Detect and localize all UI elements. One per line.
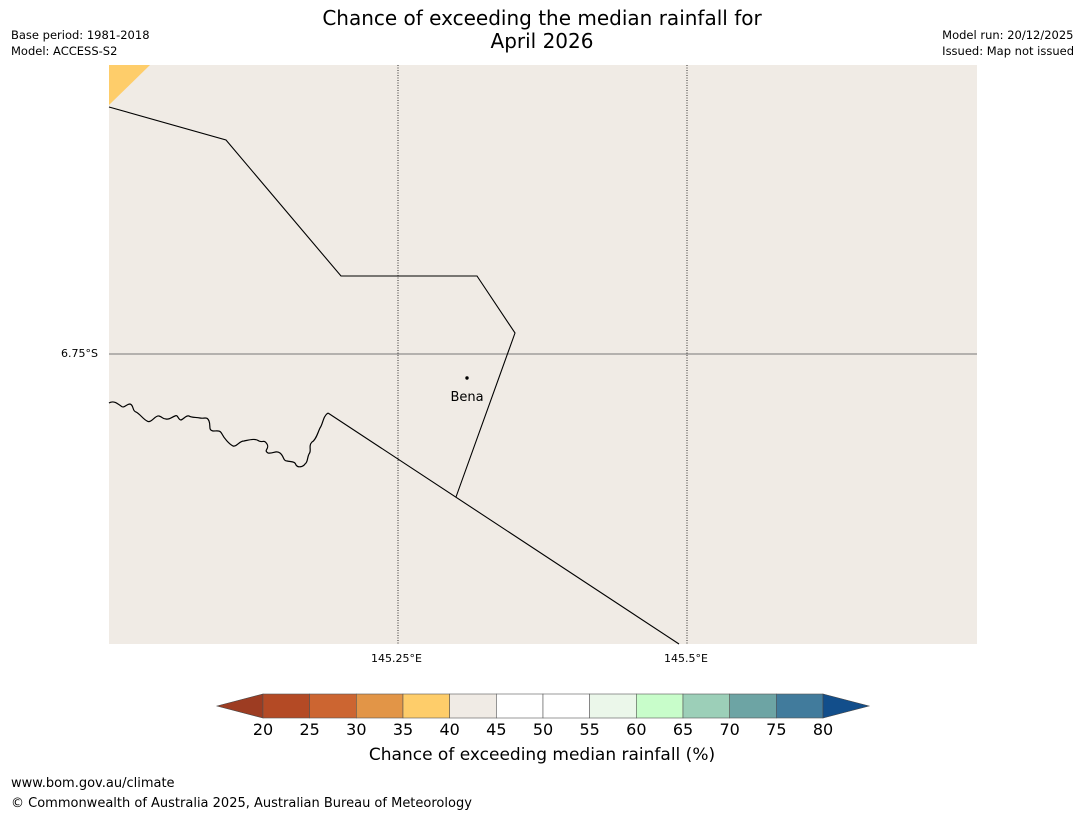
- colorbar-low-extend: [215, 693, 264, 719]
- colorbar-bin-1: [309, 693, 357, 719]
- rainfall-map: Bena: [108, 65, 977, 645]
- coastline-river: [108, 401, 329, 468]
- colorbar-bin-10: [729, 693, 777, 719]
- title-line-1: Chance of exceeding the median rainfall …: [322, 6, 762, 30]
- issued-text: Issued: Map not issued: [942, 44, 1074, 58]
- colorbar-bin-5: [496, 693, 544, 719]
- colorbar-bin-7: [589, 693, 637, 719]
- colorbar-tick-50: 50: [532, 720, 554, 739]
- colorbar-bin-2: [356, 693, 404, 719]
- colorbar-tick-25: 25: [299, 720, 320, 739]
- colorbar-tick-80: 80: [812, 720, 834, 739]
- colorbar-bin-9: [682, 693, 730, 719]
- lon-label-145-25e: 145.25°E: [371, 652, 422, 665]
- colorbar-high-extend: [822, 693, 871, 719]
- meta-left: Base period: 1981-2018 Model: ACCESS-S2: [11, 27, 150, 59]
- province-boundary-south: [327, 412, 680, 645]
- colorbar-tick-65: 65: [672, 720, 694, 739]
- footer-copyright: © Commonwealth of Australia 2025, Austra…: [11, 796, 472, 811]
- title-line-2: April 2026: [490, 29, 594, 53]
- colorbar-tick-55: 55: [579, 720, 600, 739]
- bena-marker: [465, 376, 469, 380]
- colorbar-bin-0: [262, 693, 310, 719]
- base-period-text: Base period: 1981-2018: [11, 28, 150, 42]
- colorbar-tick-40: 40: [439, 720, 460, 739]
- map-title: Chance of exceeding the median rainfall …: [242, 7, 842, 53]
- forecast-patch-35-40: [109, 65, 150, 105]
- lat-label-6-75s: 6.75°S: [61, 347, 98, 360]
- colorbar-bin-4: [449, 693, 497, 719]
- colorbar-tick-45: 45: [486, 720, 507, 739]
- colorbar-bin-6: [542, 693, 590, 719]
- colorbar-tick-75: 75: [766, 720, 787, 739]
- colorbar-title: Chance of exceeding median rainfall (%): [368, 745, 716, 765]
- lon-label-145-5e: 145.5°E: [664, 652, 708, 665]
- colorbar-bin-11: [776, 693, 824, 719]
- footer-url: www.bom.gov.au/climate: [11, 776, 175, 791]
- meta-right: Model run: 20/12/2025 Issued: Map not is…: [942, 27, 1074, 59]
- colorbar-tick-70: 70: [719, 720, 740, 739]
- model-run-text: Model run: 20/12/2025: [942, 28, 1074, 42]
- province-boundary: [108, 106, 516, 498]
- bena-label: Bena: [450, 390, 483, 405]
- colorbar-bin-3: [402, 693, 450, 719]
- colorbar-tick-60: 60: [626, 720, 647, 739]
- colorbar-tick-20: 20: [252, 720, 274, 739]
- colorbar-tick-35: 35: [392, 720, 414, 739]
- model-text: Model: ACCESS-S2: [11, 44, 118, 58]
- colorbar-tick-30: 30: [346, 720, 367, 739]
- colorbar-bin-8: [636, 693, 684, 719]
